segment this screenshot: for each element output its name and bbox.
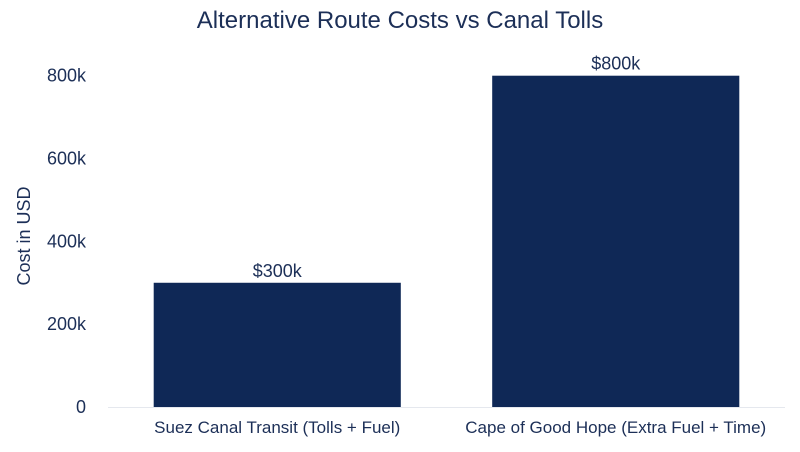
x-tick-label: Cape of Good Hope (Extra Fuel + Time)	[465, 418, 766, 437]
bars-group	[153, 75, 740, 408]
y-tick-label: 0	[76, 397, 86, 417]
bar-data-label: $300k	[253, 261, 303, 281]
bar	[153, 282, 401, 407]
x-axis-ticks: Suez Canal Transit (Tolls + Fuel) Cape of…	[154, 418, 766, 437]
bar-data-label: $800k	[591, 54, 641, 74]
y-tick-label: 400k	[47, 231, 87, 251]
y-axis-ticks: 0 200k 400k 600k 800k	[47, 66, 87, 417]
y-tick-label: 200k	[47, 314, 87, 334]
y-tick-label: 600k	[47, 149, 87, 169]
y-tick-label: 800k	[47, 66, 87, 86]
bar	[492, 75, 740, 408]
chart-title: Alternative Route Costs vs Canal Tolls	[197, 7, 603, 34]
y-axis-label: Cost in USD	[14, 186, 34, 285]
data-labels-group: $300k $800k	[253, 54, 642, 281]
x-tick-label: Suez Canal Transit (Tolls + Fuel)	[154, 418, 400, 437]
